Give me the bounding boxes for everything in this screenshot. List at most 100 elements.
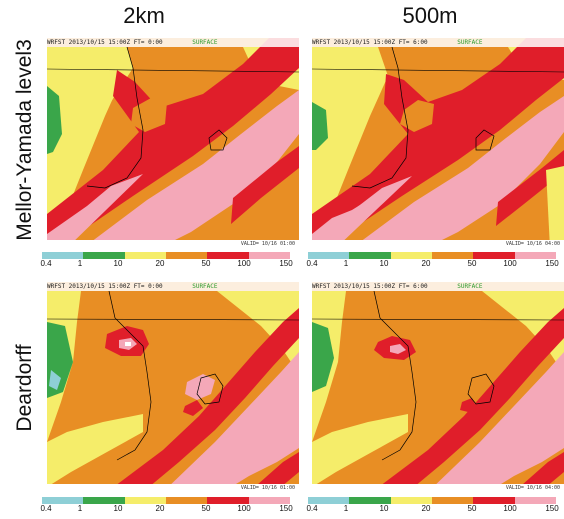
colorbar-swatch <box>166 252 187 259</box>
concentration-field-map <box>312 282 564 492</box>
panel-caption-tag: SURFACE <box>457 39 483 46</box>
colorbar-tick-label: 150 <box>279 259 293 268</box>
panel-caption-tag: SURFACE <box>457 283 483 290</box>
colorbar-tick-label: 100 <box>237 259 251 268</box>
colorbar: 0.4 1 10 20 50 100 150 <box>306 252 559 268</box>
colorbar-swatch <box>370 252 391 259</box>
colorbar: 0.4 1 10 20 50 100 150 <box>40 252 293 268</box>
panel-footer-valid: VALID= 10/16 04:00 <box>505 241 560 247</box>
colorbar-swatch <box>494 497 515 504</box>
colorbar-tick-label: 150 <box>279 504 293 513</box>
colorbar-swatch <box>411 497 433 504</box>
row-label-mellor-yamada: Mellor-Yamada level3 <box>13 39 36 241</box>
colorbar-swatch <box>186 252 208 259</box>
colorbar-swatch <box>514 497 536 504</box>
colorbar-tick-label: 0.4 <box>306 259 318 268</box>
panel-caption-text: WRFST 2013/10/15 15:00Z FT= 6:00 <box>312 39 428 46</box>
colorbar-swatch <box>124 252 146 259</box>
colorbar-swatch <box>411 252 433 259</box>
colorbar-swatch <box>207 252 229 259</box>
colorbar-tick-label: 1 <box>77 504 83 513</box>
colorbar-swatches <box>308 497 557 504</box>
colorbar-swatch <box>432 252 453 259</box>
row-label-deardorff: Deardorff <box>13 344 36 432</box>
panel-footer-valid: VALID= 10/16 01:00 <box>240 485 295 491</box>
colorbar-tick-label: 0.4 <box>40 504 52 513</box>
colorbar-swatch <box>452 252 474 259</box>
colorbar-tick-label: 50 <box>201 504 211 513</box>
colorbar-swatch <box>349 252 371 259</box>
colorbar-tick-label: 150 <box>545 504 559 513</box>
colorbar-swatch <box>514 252 536 259</box>
colorbar-tick-label: 20 <box>421 504 431 513</box>
panel-caption-text: WRFST 2013/10/15 15:00Z FT= 6:00 <box>312 283 428 290</box>
colorbar-swatch <box>42 497 63 504</box>
panel-footer: VALID= 10/16 01:00 <box>47 484 299 492</box>
colorbar-tick-label: 100 <box>237 504 251 513</box>
colorbar-tick-label: 0.4 <box>306 504 318 513</box>
colorbar-swatches <box>42 252 291 259</box>
colorbar-swatch <box>328 497 350 504</box>
colorbar-swatch <box>308 252 329 259</box>
colorbar-swatch <box>145 252 167 259</box>
colorbar-swatch <box>228 252 249 259</box>
colorbar-tick-label: 0.4 <box>40 259 52 268</box>
colorbar-ticks: 0.4 1 10 20 50 100 150 <box>306 260 558 268</box>
concentration-field-map <box>47 282 299 492</box>
colorbar-ticks: 0.4 1 10 20 50 100 150 <box>306 505 558 513</box>
colorbar-swatch <box>308 497 329 504</box>
colorbar-swatch <box>452 497 474 504</box>
colorbar-tick-label: 150 <box>545 259 559 268</box>
colorbar-swatch <box>124 497 146 504</box>
colorbar-swatch <box>494 252 515 259</box>
colorbar-tick-label: 50 <box>467 504 477 513</box>
colorbar-swatch <box>535 252 557 259</box>
map-panel-deardorff-2km: WRFST 2013/10/15 15:00Z FT= 0:00 SURFACE… <box>47 282 299 492</box>
colorbar-swatch <box>166 497 187 504</box>
colorbar-swatch <box>248 252 270 259</box>
colorbar-swatch <box>228 497 249 504</box>
map-panel-mellor-yamada-2km: WRFST 2013/10/15 15:00Z FT= 0:00 SURFACE… <box>47 38 299 248</box>
colorbar-swatch <box>535 497 557 504</box>
colorbar-ticks: 0.4 1 10 20 50 100 150 <box>40 260 292 268</box>
colorbar-tick-label: 100 <box>503 259 517 268</box>
colorbar-swatch <box>83 252 105 259</box>
colorbar-tick-label: 10 <box>379 504 389 513</box>
panel-footer: VALID= 10/16 04:00 <box>312 484 564 492</box>
map-panel-deardorff-500m: WRFST 2013/10/15 15:00Z FT= 6:00 SURFACE… <box>312 282 564 492</box>
colorbar-swatch <box>370 497 391 504</box>
colorbar-swatch <box>328 252 350 259</box>
colorbar: 0.4 1 10 20 50 100 150 <box>40 497 293 513</box>
panel-caption-text: WRFST 2013/10/15 15:00Z FT= 0:00 <box>47 39 163 46</box>
colorbar-tick-label: 50 <box>467 259 477 268</box>
panel-caption: WRFST 2013/10/15 15:00Z FT= 0:00 SURFACE <box>47 282 299 291</box>
colorbar-tick-label: 20 <box>421 259 431 268</box>
colorbar-swatch <box>432 497 453 504</box>
colorbar-swatch <box>42 252 63 259</box>
colorbar-swatches <box>42 497 291 504</box>
panel-footer-valid: VALID= 10/16 01:00 <box>240 241 295 247</box>
colorbar-swatches <box>308 252 557 259</box>
colorbar-tick-label: 1 <box>77 259 83 268</box>
colorbar-swatch <box>349 497 371 504</box>
colorbar-swatch <box>390 497 412 504</box>
panel-footer-valid: VALID= 10/16 04:00 <box>505 485 560 491</box>
colorbar-swatch <box>186 497 208 504</box>
colorbar-tick-label: 20 <box>155 504 165 513</box>
colorbar-swatch <box>104 497 125 504</box>
colorbar-tick-label: 10 <box>113 259 123 268</box>
column-header-500m: 500m <box>402 3 458 28</box>
colorbar-tick-label: 1 <box>343 259 349 268</box>
colorbar-swatch <box>207 497 229 504</box>
colorbar-ticks: 0.4 1 10 20 50 100 150 <box>40 505 292 513</box>
colorbar-swatch <box>145 497 167 504</box>
colorbar-tick-label: 10 <box>379 259 389 268</box>
panel-caption-tag: SURFACE <box>192 283 218 290</box>
colorbar-swatch <box>62 497 84 504</box>
panel-caption: WRFST 2013/10/15 15:00Z FT= 6:00 SURFACE <box>312 282 564 291</box>
panel-footer: VALID= 10/16 01:00 <box>47 240 299 248</box>
colorbar-tick-label: 1 <box>343 504 349 513</box>
colorbar-swatch <box>390 252 412 259</box>
column-header-2km: 2km <box>123 3 165 28</box>
map-panel-mellor-yamada-500m: WRFST 2013/10/15 15:00Z FT= 6:00 SURFACE… <box>312 38 564 248</box>
